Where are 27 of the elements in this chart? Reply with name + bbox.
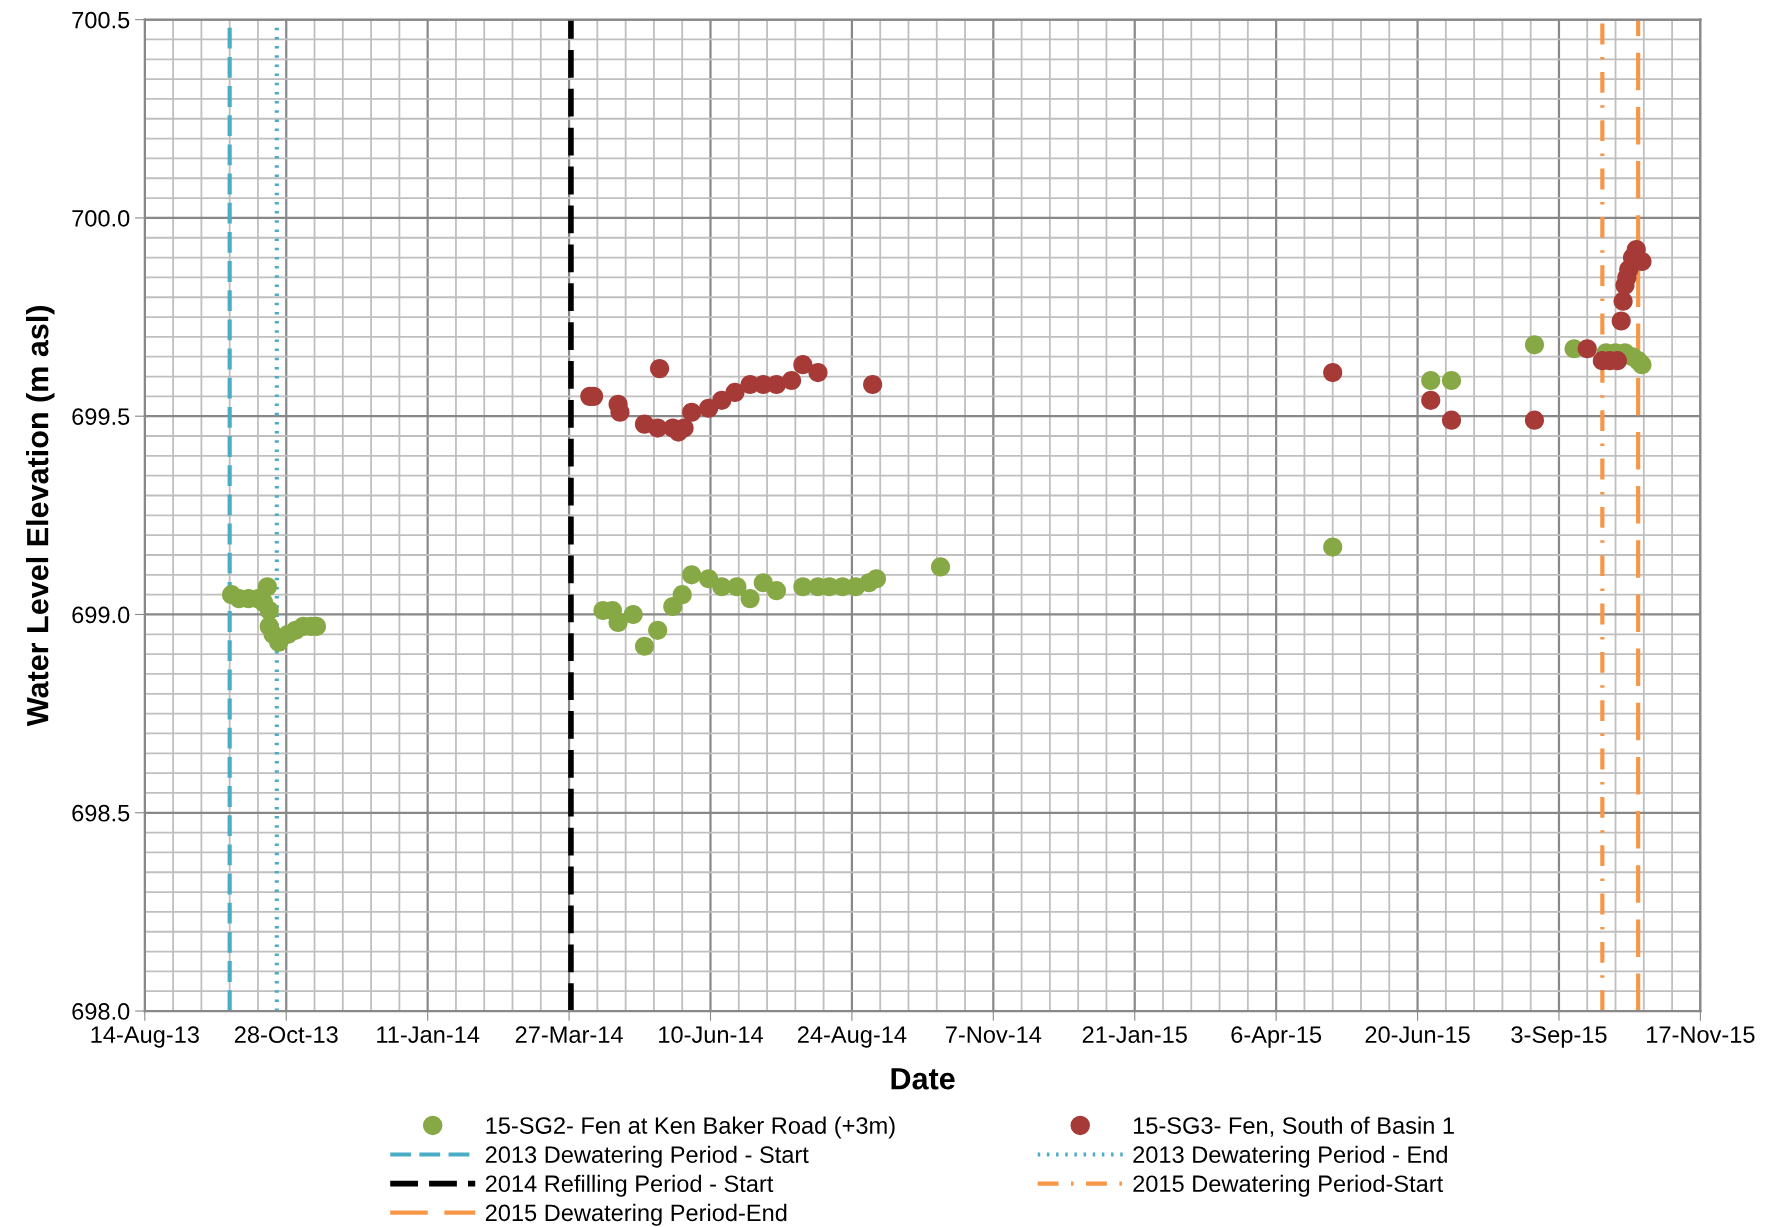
x-tick-label: 14-Aug-13	[91, 1026, 199, 1048]
legend-label: 15-SG2- Fen at Ken Baker Road (+3m)	[486, 1116, 895, 1139]
x-tick-label: 3-Sep-15	[1511, 1026, 1607, 1048]
y-tick-label: 698.0	[72, 1003, 130, 1020]
legend-label: 2015 Dewatering Period-End	[485, 1203, 787, 1226]
x-axis-title: Date	[891, 1068, 955, 1090]
x-tick-label: 24-Aug-14	[797, 1026, 907, 1048]
x-tick-label: 7-Nov-14	[945, 1026, 1042, 1043]
y-axis-title: Water Level Elevation (m asl)	[26, 306, 55, 727]
legend-label: 2013 Dewatering Period - Start	[485, 1145, 809, 1168]
x-tick-label: 21-Jan-15	[1082, 1026, 1187, 1043]
x-tick-label: 6-Apr-15	[1231, 1026, 1322, 1048]
x-tick-label: 20-Jun-15	[1365, 1026, 1470, 1043]
y-tick-label: 700.5	[72, 11, 130, 29]
x-tick-label: 17-Nov-15	[1647, 1026, 1755, 1043]
legend-label: 2013 Dewatering Period - End	[1133, 1145, 1447, 1168]
x-tick-label: 27-Mar-14	[515, 1026, 623, 1043]
legend-label: 2014 Refilling Period - Start	[485, 1174, 774, 1197]
y-tick-label: 698.5	[72, 804, 130, 822]
x-tick-label: 28-Oct-13	[234, 1026, 338, 1043]
legend-label: 2015 Dewatering Period-Start	[1133, 1174, 1444, 1197]
x-tick-label: 10-Jun-14	[659, 1026, 763, 1043]
x-tick-label: 11-Jan-14	[377, 1026, 480, 1043]
y-tick-label: 700.0	[72, 209, 130, 227]
y-tick-label: 699.0	[72, 606, 130, 624]
legend-label: 15-SG3- Fen, South of Basin 1	[1133, 1116, 1454, 1137]
y-tick-label: 699.5	[72, 408, 130, 425]
